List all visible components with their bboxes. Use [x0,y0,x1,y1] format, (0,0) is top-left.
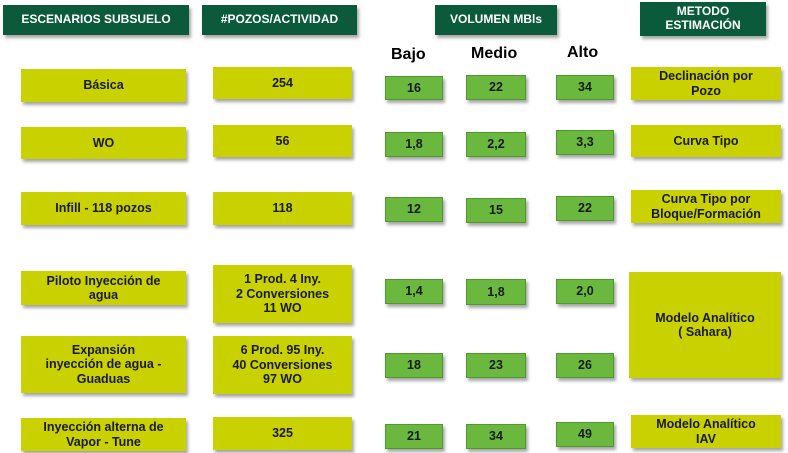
method-sahara: Modelo Analítico ( Sahara) [629,272,781,378]
wells-piloto: 1 Prod. 4 Iny. 2 Conversiones 11 WO [213,265,352,323]
scenario-piloto: Piloto Inyección de agua [21,271,186,305]
volume-high-wo: 3,3 [556,130,614,155]
method-wo: Curva Tipo [631,125,781,157]
volume-mid-piloto: 1,8 [466,279,526,305]
level-mid-label: Medio [471,45,518,62]
volume-mid-basica: 22 [466,75,526,100]
volume-low-basica: 16 [385,76,443,100]
header-method: METODO ESTIMACIÓN [640,2,766,36]
scenario-expansion: Expansión inyección de agua - Guaduas [21,336,186,393]
header-volume: VOLUMEN MBls [435,5,557,35]
volume-low-piloto: 1,4 [385,279,443,304]
volume-mid-infill: 15 [466,198,526,223]
volume-low-wo: 1,8 [385,132,443,157]
volume-mid-iav: 34 [466,424,526,449]
volume-mid-expansion: 23 [466,353,526,378]
header-scenarios: ESCENARIOS SUBSUELO [3,5,189,35]
volume-high-basica: 34 [556,75,614,100]
volume-low-iav: 21 [385,424,443,449]
wells-basica: 254 [213,67,352,99]
volume-mid-wo: 2,2 [466,132,526,157]
wells-infill: 118 [213,192,352,225]
wells-expansion: 6 Prod. 95 Iny. 40 Conversiones 97 WO [213,336,352,394]
scenario-iav: Inyección alterna de Vapor - Tune [21,418,186,451]
wells-iav: 325 [213,417,352,450]
method-iav: Modelo Analítico IAV [631,415,781,448]
method-infill: Curva Tipo por Bloque/Formación [631,190,781,223]
volume-high-expansion: 26 [556,353,614,378]
scenario-basica: Básica [21,69,186,102]
volume-high-infill: 22 [556,196,614,221]
volume-low-expansion: 18 [385,353,443,378]
header-wells: #POZOS/ACTIVIDAD [202,5,357,35]
volume-low-infill: 12 [385,197,443,222]
wells-wo: 56 [213,125,352,157]
method-basica: Declinación por Pozo [631,67,781,100]
scenario-infill: Infill - 118 pozos [21,192,186,225]
level-high-label: Alto [567,44,599,61]
volume-high-iav: 49 [556,422,614,447]
scenario-wo: WO [21,127,186,159]
level-low-label: Bajo [391,46,426,63]
volume-high-piloto: 2,0 [556,279,614,304]
